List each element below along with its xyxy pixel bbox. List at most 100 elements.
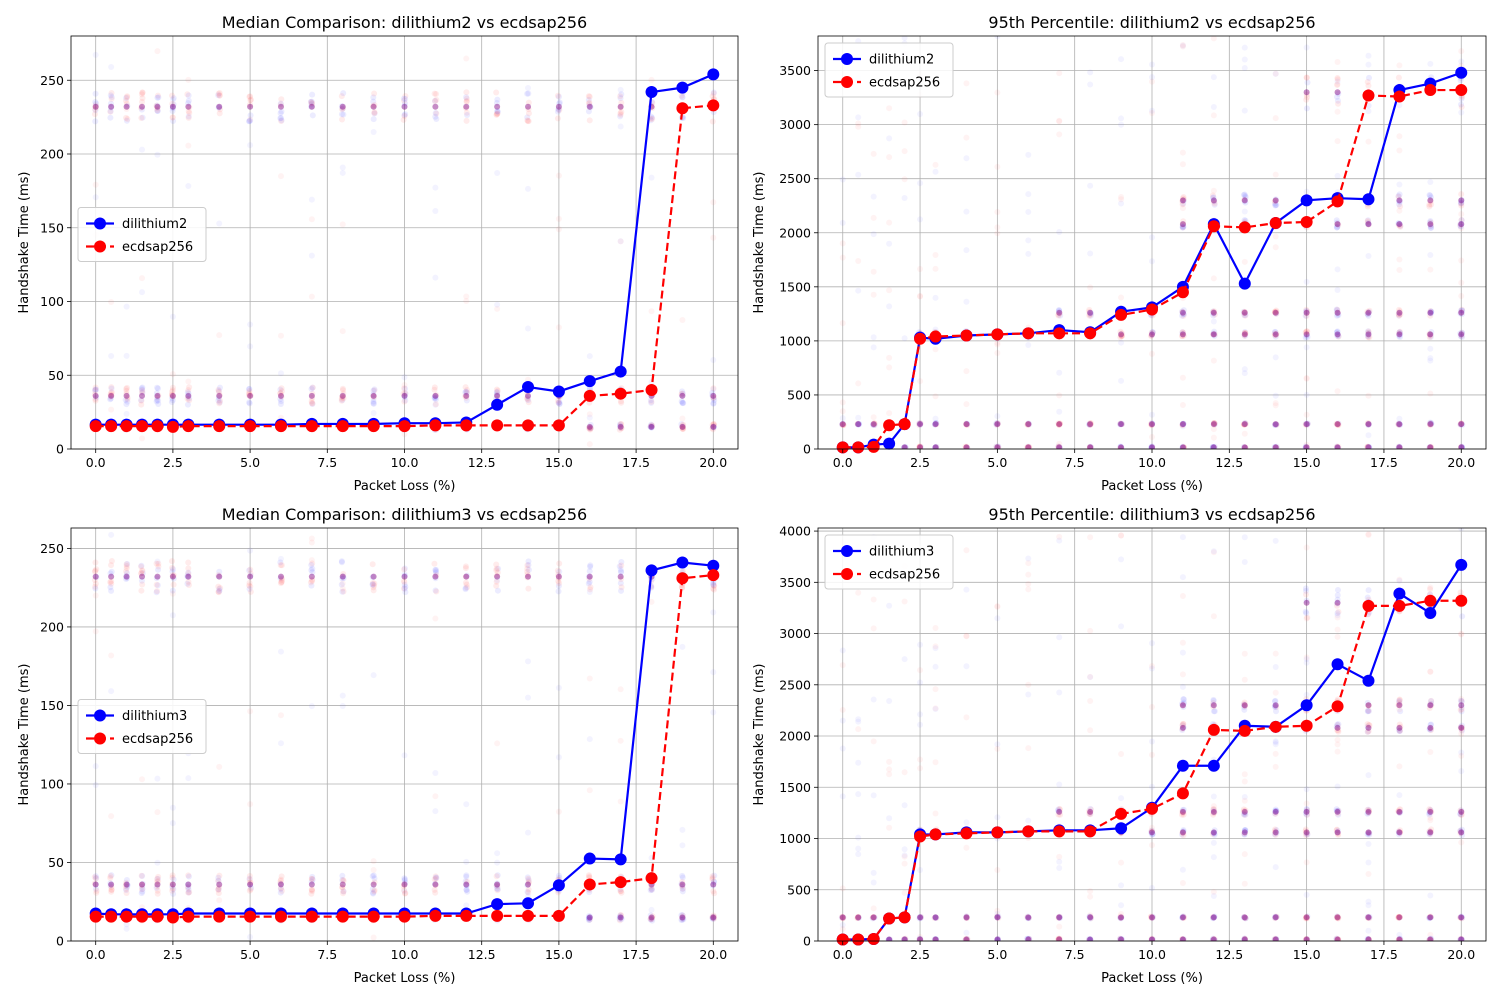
- data-point: [213, 420, 226, 433]
- data-point: [522, 419, 535, 432]
- y-tick-label: 250: [40, 541, 64, 556]
- legend-marker: [94, 709, 106, 722]
- data-point: [1393, 599, 1406, 612]
- chart-3: 0.0 2.5 5.0 7.5 10.0 12.5 15.0 17.5 20.0 0 500 1000…: [752, 505, 1487, 986]
- y-tick-label: 150: [40, 220, 64, 235]
- x-tick-label: 20.0: [699, 455, 727, 470]
- data-point: [1176, 286, 1189, 299]
- y-tick-label: 500: [787, 387, 811, 402]
- x-tick-label: 17.5: [1370, 947, 1398, 962]
- data-point: [1269, 217, 1282, 230]
- data-point: [960, 329, 973, 342]
- y-tick-label: 0: [803, 934, 811, 949]
- legend-box: [824, 534, 954, 590]
- legend-box: [77, 699, 207, 754]
- chart-title: 95th Percentile: dilithium2 vs ecdsap256: [988, 13, 1315, 32]
- chart-2-legend: dilithium3 ecdsap256: [77, 699, 207, 754]
- chart-2: 0.0 2.5 5.0 7.5 10.0 12.5 15.0 17.5 20.0 0 50 100 15…: [17, 505, 739, 986]
- y-tick-label: 2500: [779, 677, 811, 692]
- data-point: [244, 420, 257, 433]
- legend-marker: [841, 53, 853, 65]
- data-point: [1207, 220, 1220, 233]
- data-point: [522, 897, 535, 910]
- data-point: [883, 419, 896, 432]
- data-point: [645, 384, 658, 396]
- data-point: [1455, 558, 1468, 571]
- y-axis-label: Handshake Time (ms): [17, 172, 32, 314]
- data-point: [852, 441, 865, 454]
- data-point: [429, 909, 442, 922]
- data-point: [1393, 587, 1406, 600]
- data-point: [460, 419, 473, 432]
- y-tick-label: 0: [803, 442, 811, 457]
- legend-marker: [94, 732, 106, 745]
- x-tick-label: 5.0: [240, 947, 260, 962]
- x-tick-label: 7.5: [317, 455, 337, 470]
- chart-0-series-1: [89, 99, 720, 433]
- x-tick-label: 2.5: [910, 455, 930, 470]
- y-axis-label: Handshake Time (ms): [17, 664, 32, 806]
- data-point: [1084, 327, 1097, 340]
- chart-1-legend: dilithium2 ecdsap256: [824, 42, 954, 98]
- data-point: [1115, 822, 1128, 835]
- y-tick-label: 3000: [779, 117, 811, 132]
- x-tick-label: 10.0: [391, 947, 419, 962]
- x-tick-label: 17.5: [1370, 455, 1398, 470]
- data-point: [991, 826, 1004, 839]
- x-tick-label: 20.0: [1447, 947, 1475, 962]
- data-point: [136, 910, 149, 923]
- legend-label: dilithium2: [122, 217, 187, 232]
- y-tick-label: 200: [40, 147, 64, 162]
- chart-2-series-1: [89, 569, 720, 924]
- data-point: [836, 441, 849, 454]
- x-axis-label: Packet Loss (%): [354, 479, 456, 494]
- legend-box: [824, 42, 954, 98]
- y-axis-label: Handshake Time (ms): [752, 172, 767, 314]
- data-point: [898, 911, 911, 924]
- y-tick-label: 50: [48, 368, 64, 383]
- data-point: [1115, 807, 1128, 820]
- data-point: [105, 420, 118, 433]
- x-tick-label: 5.0: [987, 947, 1007, 962]
- y-tick-label: 250: [40, 73, 64, 88]
- data-point: [274, 910, 287, 923]
- legend-label: ecdsap256: [122, 240, 193, 255]
- data-point: [1238, 724, 1251, 737]
- data-point: [491, 909, 504, 922]
- x-tick-label: 12.5: [468, 455, 496, 470]
- data-point: [151, 910, 164, 923]
- x-tick-label: 0.0: [833, 947, 853, 962]
- data-point: [614, 387, 627, 400]
- data-point: [1300, 699, 1313, 712]
- x-tick-label: 2.5: [163, 947, 183, 962]
- data-point: [552, 909, 565, 922]
- data-point: [105, 910, 118, 923]
- legend-marker: [94, 217, 106, 230]
- chart-title: 95th Percentile: dilithium3 vs ecdsap256: [988, 505, 1315, 524]
- y-tick-label: 500: [787, 882, 811, 897]
- data-point: [1455, 66, 1468, 79]
- data-point: [852, 933, 865, 946]
- y-tick-label: 3500: [779, 575, 811, 590]
- data-point: [960, 827, 973, 840]
- data-point: [1424, 607, 1437, 620]
- data-point: [867, 440, 880, 453]
- data-point: [614, 876, 627, 889]
- data-point: [645, 564, 658, 577]
- x-tick-label: 7.5: [317, 947, 337, 962]
- data-point: [120, 420, 133, 433]
- data-point: [398, 420, 411, 433]
- data-point: [914, 332, 927, 345]
- data-point: [89, 420, 102, 433]
- data-point: [552, 879, 565, 892]
- x-tick-label: 5.0: [987, 455, 1007, 470]
- data-point: [522, 909, 535, 922]
- data-point: [1022, 825, 1035, 838]
- x-axis-label: Packet Loss (%): [354, 971, 456, 986]
- data-point: [1207, 759, 1220, 772]
- data-point: [367, 910, 380, 923]
- data-point: [1331, 700, 1344, 713]
- data-point: [883, 912, 896, 925]
- data-point: [707, 68, 720, 81]
- data-point: [305, 420, 318, 433]
